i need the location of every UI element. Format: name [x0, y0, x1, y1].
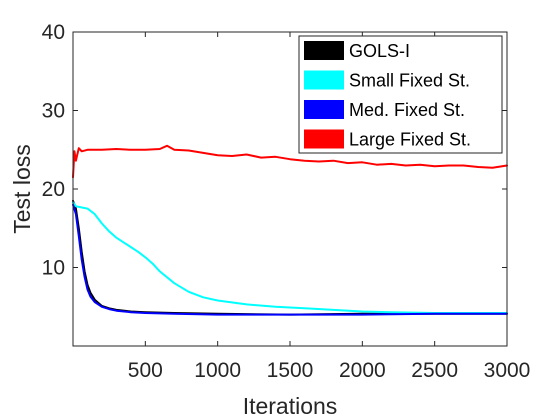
x-tick-label-1: 1000: [194, 359, 241, 382]
legend-label-3: Large Fixed St.: [349, 130, 471, 150]
y-axis-label: Test loss: [9, 144, 35, 233]
series-layer: [72, 144, 508, 316]
series-line-1: [72, 201, 508, 314]
y-tick-label-1: 20: [42, 178, 65, 201]
x-tick-label-0: 500: [128, 359, 163, 382]
legend-label-1: Small Fixed St.: [349, 71, 470, 91]
x-axis-label: Iterations: [243, 393, 338, 419]
tick-labels-layer: 500 1000 1500 2000 2500 3000 10 20 30 40: [42, 21, 531, 382]
legend-swatch-1: [304, 70, 344, 90]
x-tick-label-4: 2500: [411, 359, 458, 382]
x-tick-label-5: 3000: [484, 359, 531, 382]
series-line-2: [72, 203, 508, 316]
ticks-layer: [73, 31, 508, 346]
legend: GOLS-I Small Fixed St. Med. Fixed St. Large…: [298, 35, 503, 154]
legend-label-2: Med. Fixed St.: [349, 100, 465, 120]
legend-label-0: GOLS-I: [349, 41, 410, 61]
legend-swatch-0: [304, 41, 344, 60]
legend-swatch-2: [304, 100, 344, 119]
x-tick-label-3: 2000: [339, 359, 386, 382]
legend-swatch-3: [304, 129, 344, 149]
y-tick-label-2: 30: [42, 100, 65, 123]
series-line-3: [72, 144, 508, 179]
y-tick-label-0: 10: [42, 257, 65, 280]
y-tick-label-3: 40: [42, 21, 65, 44]
x-tick-label-2: 1500: [267, 359, 314, 382]
